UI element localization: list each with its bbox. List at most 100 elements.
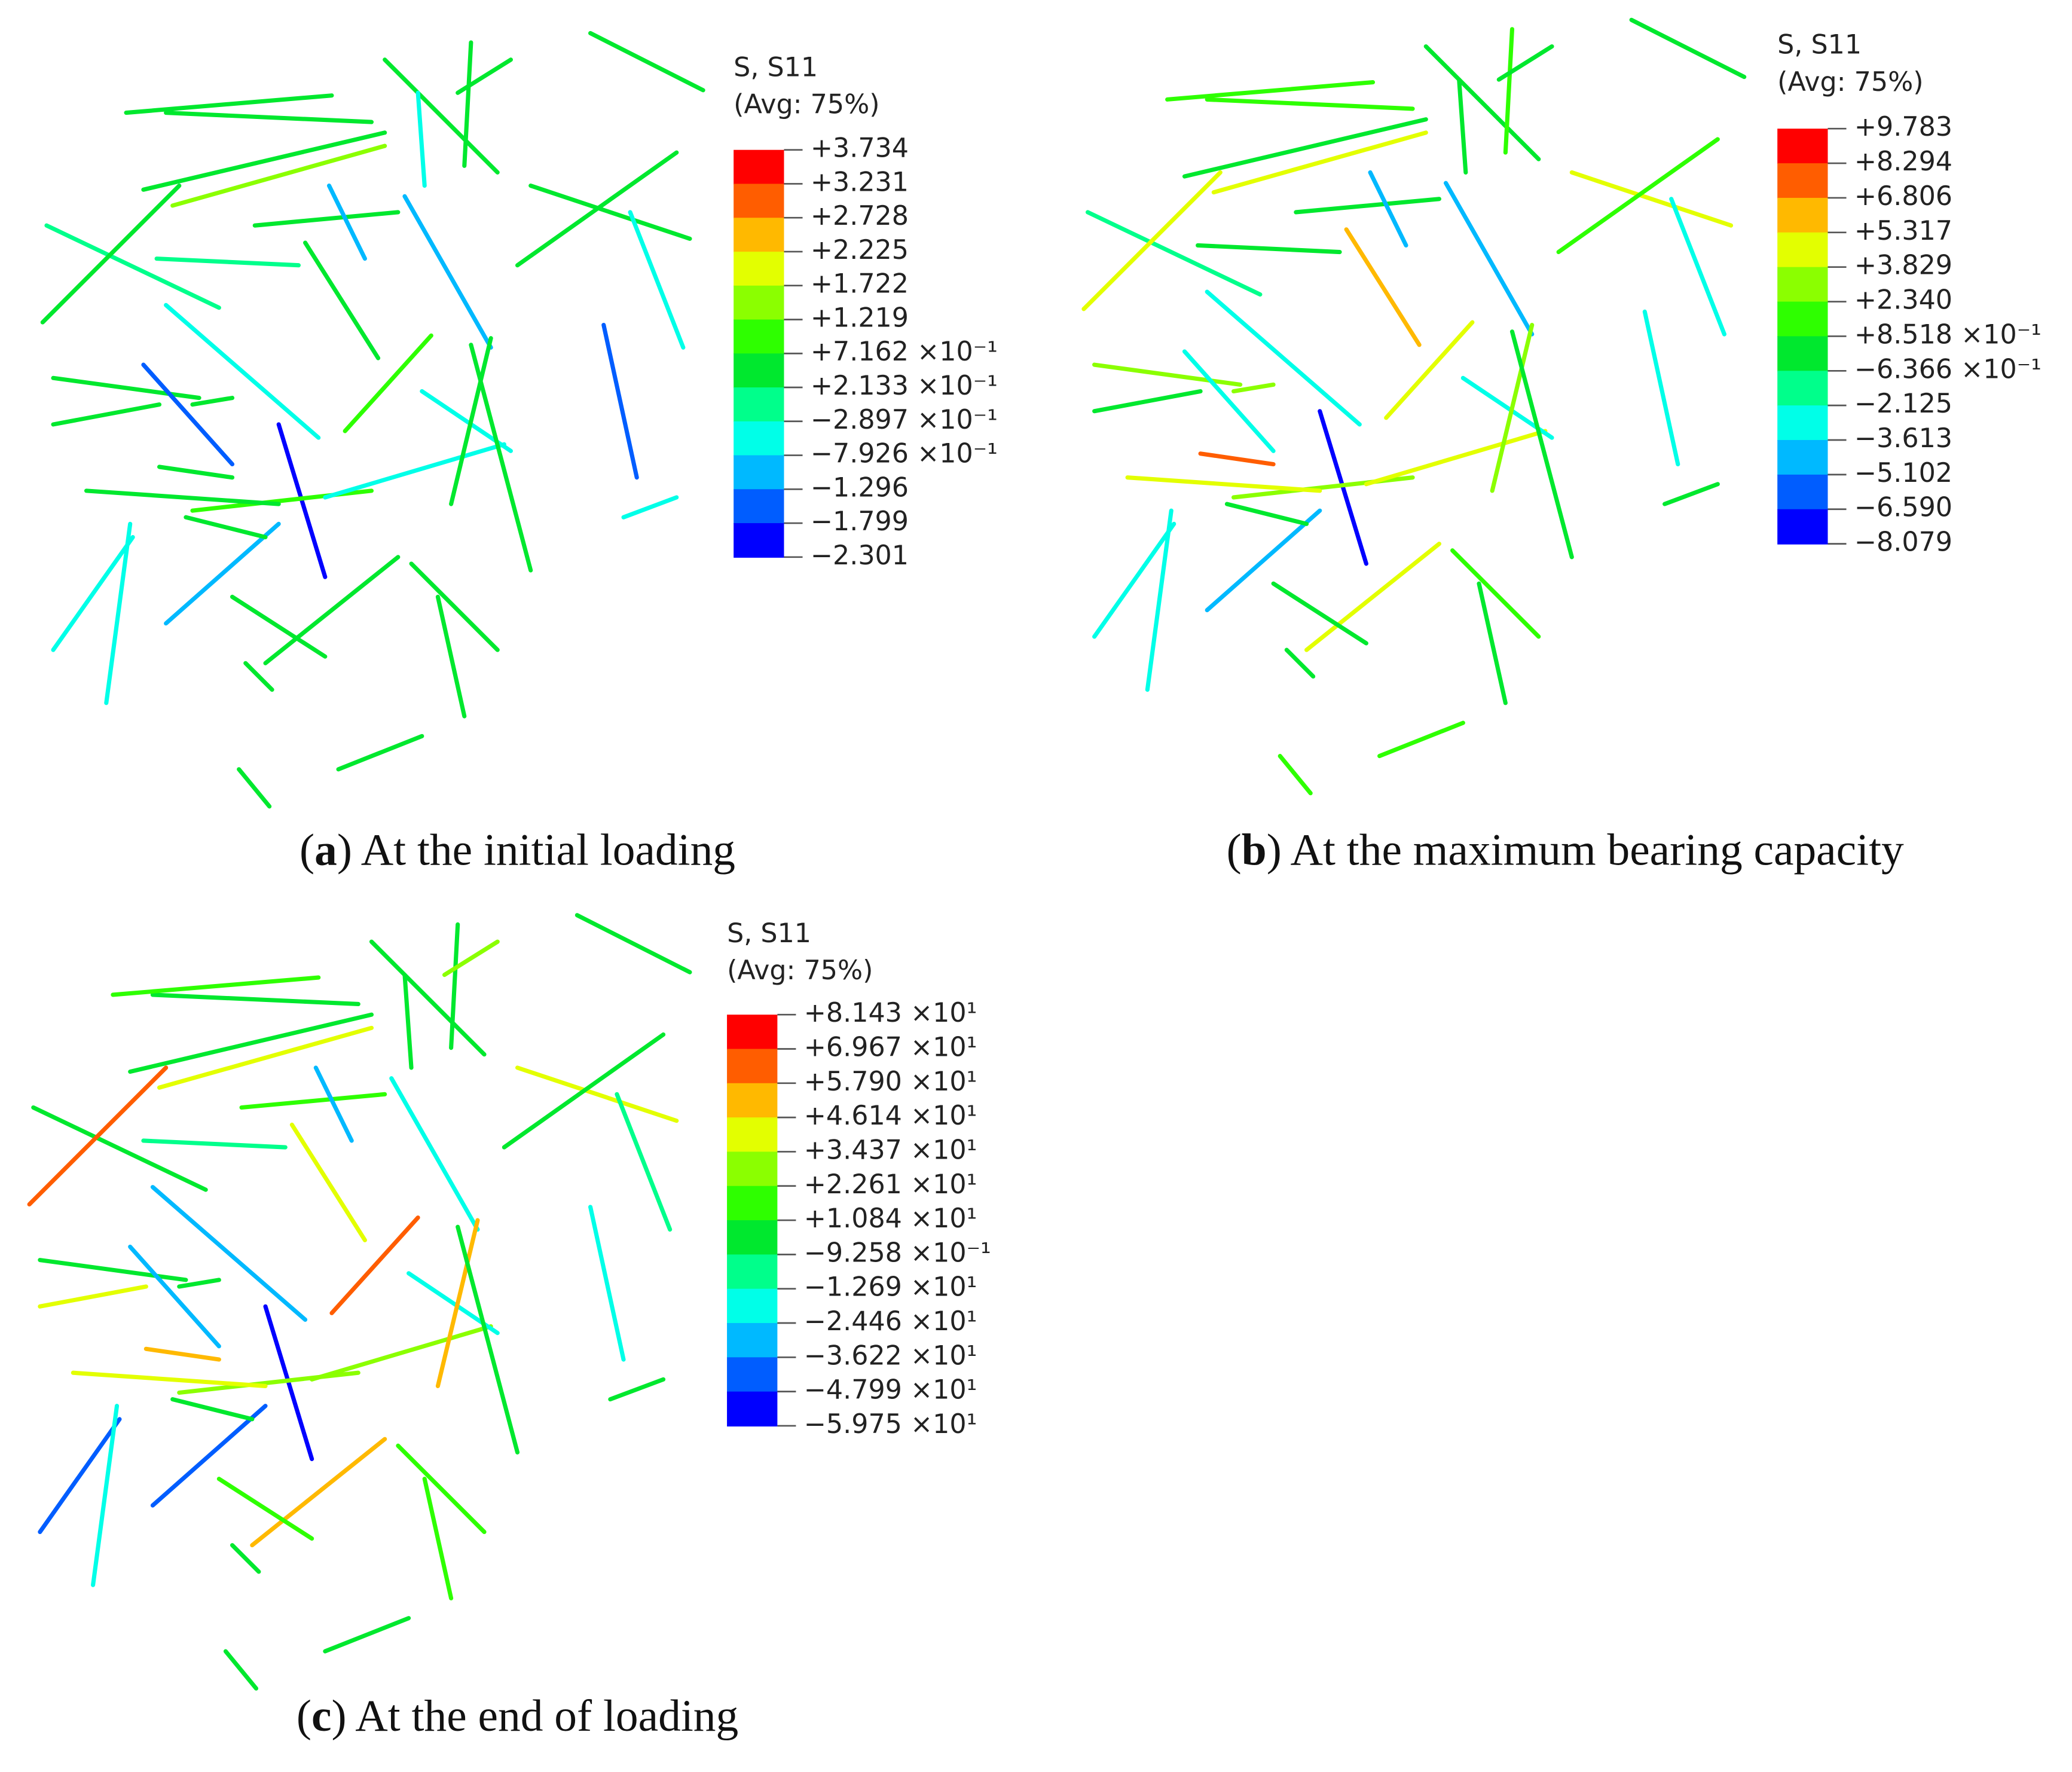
fiber (1457, 77, 1468, 175)
caption-label: a (314, 826, 337, 875)
fiber (1423, 44, 1541, 161)
fiber (502, 1032, 666, 1150)
fiber (1496, 44, 1554, 82)
fiber (336, 734, 424, 772)
fiber (150, 1185, 308, 1322)
legend-band (727, 1015, 778, 1050)
legend-label: +6.806 (1854, 181, 1952, 212)
legend-band (727, 1391, 778, 1427)
fiber (150, 992, 360, 1007)
fiber (128, 1244, 221, 1349)
fiber (84, 488, 281, 506)
caption: (a) At the initial loading (300, 826, 735, 875)
fiber (1477, 581, 1508, 705)
fiber (1092, 389, 1203, 414)
fiber (628, 210, 686, 350)
fiber (1081, 170, 1223, 311)
fiber (1364, 429, 1548, 487)
legend-label: +2.261 ×10¹ (804, 1169, 977, 1200)
caption-open: ( (1227, 826, 1242, 875)
legend-band (727, 1049, 778, 1084)
caption: (c) At the end of loading (297, 1691, 738, 1741)
fiber (402, 973, 414, 1070)
legend-band (727, 1254, 778, 1290)
legend-label: +1.722 (811, 269, 909, 300)
fiber (150, 1404, 268, 1508)
legend-label: −2.446 ×10¹ (804, 1306, 977, 1337)
fiber (111, 975, 321, 997)
fiber (170, 143, 387, 208)
fiber (223, 1649, 259, 1691)
legend-band (734, 387, 784, 422)
fiber (323, 442, 506, 500)
legend-band (727, 1083, 778, 1119)
legend-label: −2.301 (811, 540, 909, 571)
legend-band (727, 1220, 778, 1255)
fiber (515, 1065, 679, 1123)
fiber (230, 1543, 261, 1574)
fiber (1211, 130, 1428, 195)
fiber (1224, 502, 1309, 526)
fiber (1165, 80, 1376, 102)
fiber (409, 561, 500, 652)
fiber (303, 240, 381, 360)
fiber (422, 1477, 454, 1600)
legend-band (727, 1186, 778, 1221)
fiber (1384, 320, 1475, 420)
fiber (574, 913, 692, 974)
fiber (1503, 27, 1515, 155)
legend-band (734, 523, 784, 558)
legend-label: +5.317 (1854, 216, 1952, 246)
fiber (449, 922, 460, 1050)
fiber (1509, 329, 1574, 560)
legend-band (1777, 232, 1828, 268)
legend-band (727, 1357, 778, 1392)
fiber (435, 1218, 480, 1388)
fiber (216, 1477, 314, 1541)
legend-band (727, 1151, 778, 1187)
legend-label: +1.219 (811, 303, 909, 333)
legend-label: −3.613 (1854, 423, 1952, 454)
fiber (71, 1370, 268, 1388)
legend-band (727, 1323, 778, 1358)
legend-label: −6.590 (1854, 493, 1952, 523)
fiber-network (1081, 17, 1747, 796)
legend-label: +1.084 ×10¹ (804, 1203, 977, 1234)
fiber (621, 495, 679, 520)
fiber (515, 150, 679, 268)
fiber (442, 939, 500, 977)
legend-label: +2.225 (811, 235, 909, 265)
caption-text: ) At the end of loading (331, 1691, 738, 1741)
fiber (1182, 349, 1276, 453)
fiber (164, 521, 281, 626)
legend-band (1777, 301, 1828, 337)
fiber (1318, 409, 1368, 566)
fiber (1663, 482, 1720, 506)
legend-label: −5.102 (1854, 458, 1952, 488)
legend-band (734, 421, 784, 456)
fiber (449, 336, 493, 506)
legend-title: S, S11 (1777, 30, 1862, 60)
legend-label: +8.294 (1854, 146, 1952, 177)
fiber (38, 1258, 188, 1282)
legend-band (1777, 440, 1828, 475)
fiber (44, 223, 221, 310)
legend-label: +9.783 (1854, 112, 1952, 142)
legend-band (1777, 474, 1828, 510)
legend-band (1777, 509, 1828, 545)
legend-label: +3.829 (1854, 250, 1952, 281)
fiber (1294, 197, 1441, 215)
fiber (396, 1443, 487, 1534)
fiber (1278, 754, 1313, 796)
fiber (1569, 170, 1734, 228)
fiber (588, 1205, 626, 1362)
legend-label: −4.799 ×10¹ (804, 1375, 977, 1406)
legend-title: (Avg: 75%) (727, 955, 873, 986)
fiber (608, 1377, 666, 1402)
fiber (310, 1324, 493, 1382)
legend-label: −2.125 (1854, 389, 1952, 419)
legend-label: −1.799 (811, 506, 909, 537)
legend-label: −5.975 ×10¹ (804, 1409, 977, 1440)
legend-label: −3.622 ×10¹ (804, 1340, 977, 1371)
legend-label: +3.437 ×10¹ (804, 1135, 977, 1165)
